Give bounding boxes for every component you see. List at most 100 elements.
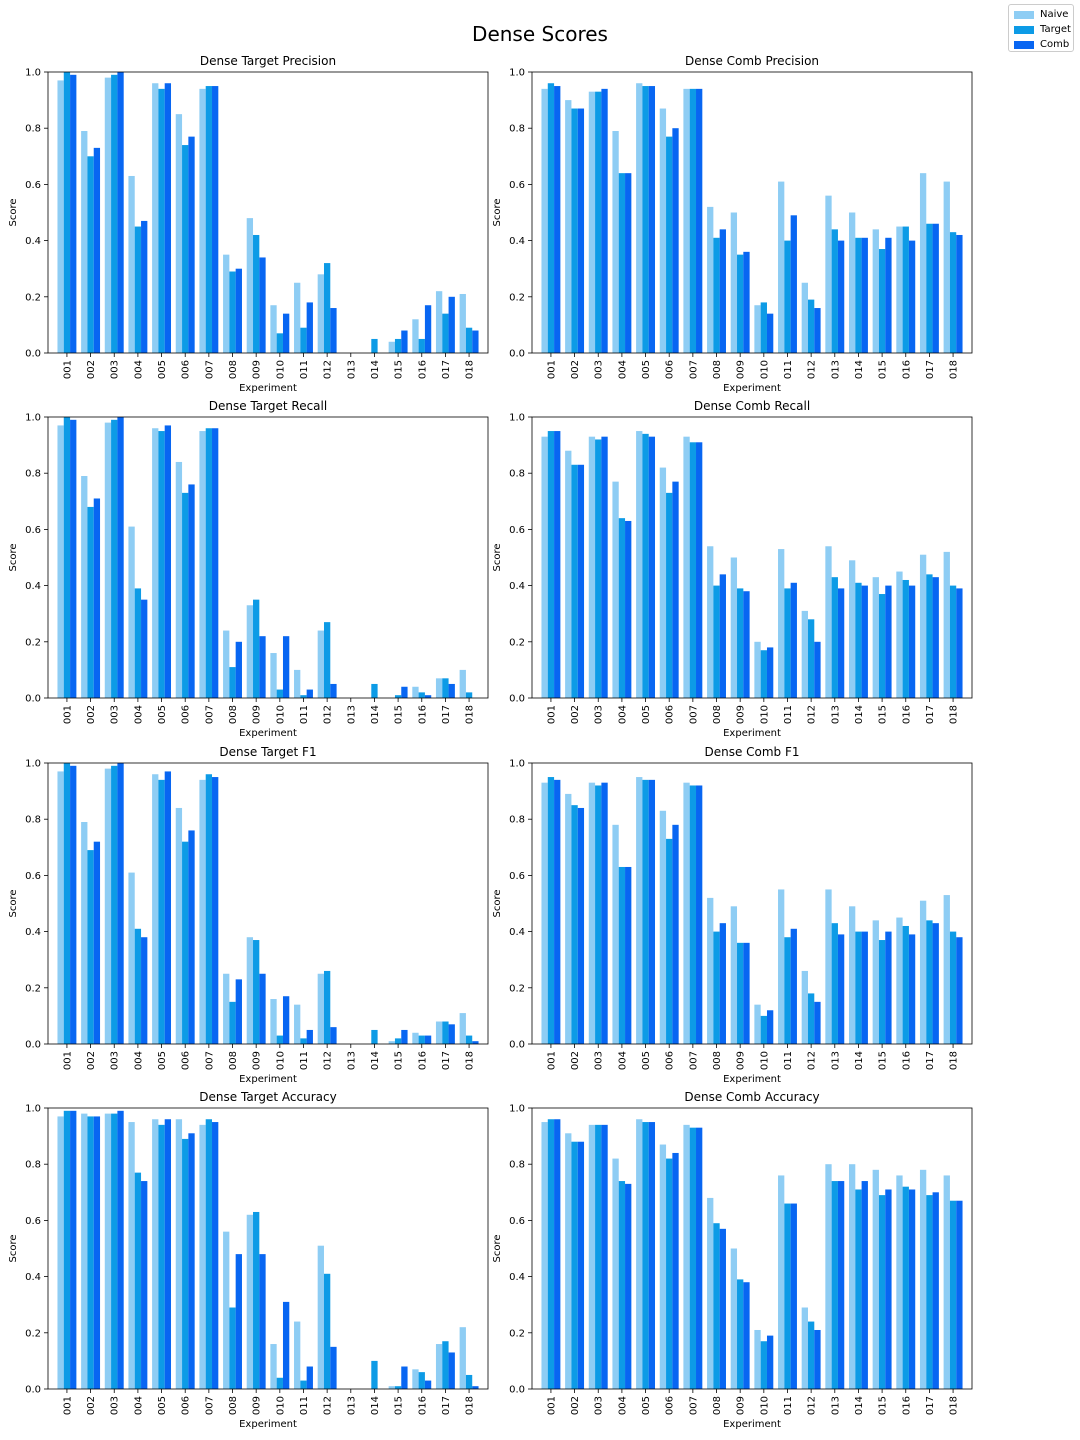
bar-naive-005 [152, 83, 159, 354]
y-tick-label: 0.0 [25, 694, 41, 705]
bar-naive-017 [435, 291, 443, 353]
x-tick-label: 005 [641, 360, 652, 379]
x-tick-label: 014 [370, 360, 381, 379]
bar-comb-016 [424, 305, 432, 353]
bar-naive-007 [199, 1124, 206, 1389]
bar-naive-005 [636, 431, 643, 698]
x-tick-label: 016 [417, 1051, 428, 1070]
bar-comb-010 [282, 636, 290, 698]
bar-naive-001 [57, 425, 64, 698]
plot-frame [47, 416, 489, 699]
bar-target-013 [831, 577, 838, 698]
x-tick-label: 016 [901, 1051, 912, 1070]
bar-target-002 [571, 1141, 578, 1389]
bar-target-013 [831, 1181, 838, 1389]
bar-comb-010 [766, 1010, 774, 1044]
x-tick-label: 017 [925, 1396, 936, 1415]
x-tick-label: 017 [925, 360, 936, 379]
bar-comb-005 [164, 83, 172, 354]
y-tick-label: 0.6 [509, 1216, 525, 1227]
bar-naive-004 [612, 481, 619, 698]
bar-target-003 [595, 91, 602, 354]
bar-comb-003 [117, 1110, 124, 1389]
bar-naive-002 [81, 476, 88, 698]
bar-comb-017 [448, 296, 455, 353]
bar-comb-017 [932, 577, 939, 698]
x-tick-label: 006 [181, 1396, 192, 1415]
x-tick-label: 018 [949, 705, 960, 724]
y-tick-label: 0.2 [25, 637, 41, 648]
bar-comb-013 [837, 1181, 845, 1389]
x-tick-label: 002 [86, 360, 97, 379]
x-tick-label: 012 [323, 1396, 334, 1415]
x-tick-label: 015 [394, 360, 405, 379]
x-tick-label: 007 [204, 1396, 215, 1415]
y-tick-label: 1.0 [25, 1104, 41, 1115]
x-tick-label: 015 [878, 705, 889, 724]
bar-naive-001 [541, 88, 548, 354]
bar-naive-008 [707, 1197, 714, 1389]
x-tick-label: 003 [110, 705, 121, 724]
x-tick-label: 005 [641, 705, 652, 724]
x-tick-label: 018 [949, 1051, 960, 1070]
bar-target-005 [158, 1124, 165, 1389]
bar-comb-016 [908, 585, 916, 698]
bar-comb-004 [625, 173, 632, 353]
bar-naive-009 [246, 937, 254, 1044]
bar-target-013 [831, 229, 838, 353]
y-tick-label: 1.0 [25, 413, 41, 424]
bar-target-011 [300, 327, 307, 353]
plot-frame [531, 71, 973, 354]
x-tick-label: 002 [570, 1396, 581, 1415]
bar-naive-014 [848, 1164, 856, 1389]
bar-comb-010 [282, 313, 290, 353]
x-tick-label: 017 [441, 360, 452, 379]
y-tick-label: 0.8 [509, 815, 525, 826]
x-tick-label: 018 [949, 1396, 960, 1415]
bar-naive-008 [707, 897, 714, 1044]
x-tick-label: 003 [594, 360, 605, 379]
x-tick-label: 010 [759, 1396, 770, 1415]
bar-naive-011 [778, 549, 785, 698]
bar-target-017 [442, 313, 449, 353]
bar-comb-016 [424, 1380, 432, 1389]
bar-target-012 [323, 622, 331, 698]
bar-naive-017 [919, 173, 927, 353]
bar-comb-001 [554, 779, 561, 1044]
bar-comb-016 [424, 1035, 432, 1044]
bar-comb-009 [259, 973, 266, 1044]
bar-comb-002 [577, 1141, 585, 1389]
bar-naive-005 [636, 1119, 643, 1389]
x-tick-label: 016 [901, 360, 912, 379]
x-tick-label: 004 [133, 705, 144, 724]
y-tick-label: 0.4 [509, 927, 525, 938]
bar-comb-013 [837, 240, 845, 353]
bar-comb-007 [696, 785, 703, 1044]
x-tick-label: 009 [252, 1051, 263, 1070]
x-tick-label: 005 [641, 1051, 652, 1070]
y-tick-label: 0.4 [25, 236, 41, 247]
x-tick-label: 018 [465, 705, 476, 724]
bar-naive-014 [848, 906, 856, 1044]
bar-comb-008 [235, 641, 242, 698]
bar-target-010 [760, 302, 767, 353]
bar-target-002 [87, 156, 94, 353]
bar-comb-016 [908, 934, 916, 1044]
bar-target-008 [713, 237, 720, 353]
bar-target-003 [111, 419, 118, 698]
bar-naive-007 [683, 436, 690, 698]
bar-naive-006 [175, 114, 183, 354]
x-tick-label: 007 [204, 1051, 215, 1070]
x-tick-label: 008 [228, 360, 239, 379]
bar-comb-017 [932, 223, 939, 353]
bar-target-004 [618, 866, 626, 1044]
bar-naive-007 [199, 779, 206, 1044]
bar-naive-004 [128, 1122, 135, 1389]
x-axis-label: Experiment [723, 1419, 781, 1430]
bar-comb-012 [330, 308, 337, 353]
bar-naive-015 [388, 1386, 395, 1389]
bar-naive-017 [919, 900, 927, 1044]
bar-naive-016 [412, 686, 419, 698]
bar-target-013 [831, 923, 838, 1044]
bar-naive-016 [896, 571, 903, 698]
